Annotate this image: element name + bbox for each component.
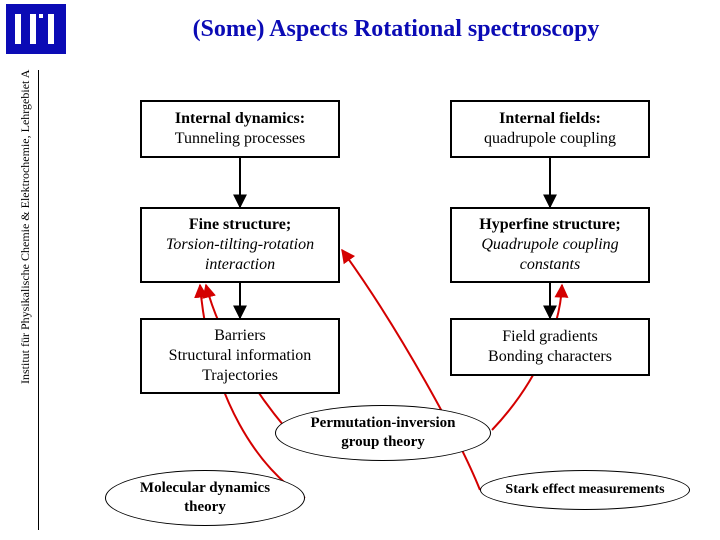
node-n6: Field gradientsBonding characters	[450, 318, 650, 376]
node-n7: Permutation-inversiongroup theory	[275, 405, 491, 461]
institute-logo	[0, 0, 72, 58]
node-line: Barriers	[214, 326, 266, 346]
page-title: (Some) Aspects Rotational spectroscopy	[72, 16, 720, 43]
node-line: interaction	[205, 255, 275, 275]
node-line: theory	[184, 498, 226, 517]
node-line: Tunneling processes	[175, 129, 306, 149]
node-n4: Hyperfine structure;Quadrupole couplingc…	[450, 207, 650, 283]
node-n2: Internal fields:quadrupole coupling	[450, 100, 650, 158]
node-line: Permutation-inversion	[311, 414, 456, 433]
node-n3: Fine structure;Torsion-tilting-rotationi…	[140, 207, 340, 283]
node-line: Internal dynamics:	[175, 109, 305, 129]
node-n9: Stark effect measurements	[480, 470, 690, 510]
node-line: Trajectories	[202, 366, 278, 386]
side-institute-label: Institut für Physikalische Chemie & Elek…	[18, 70, 33, 384]
node-line: Hyperfine structure;	[479, 215, 620, 235]
node-line: constants	[520, 255, 580, 275]
node-line: quadrupole coupling	[484, 129, 616, 149]
header-bar: (Some) Aspects Rotational spectroscopy	[0, 0, 720, 58]
node-line: Bonding characters	[488, 347, 612, 367]
node-line: Field gradients	[502, 327, 598, 347]
node-n8: Molecular dynamicstheory	[105, 470, 305, 526]
node-line: Torsion-tilting-rotation	[166, 235, 314, 255]
node-line: group theory	[341, 433, 424, 452]
side-divider	[38, 70, 39, 530]
node-line: Molecular dynamics	[140, 479, 270, 498]
node-n1: Internal dynamics:Tunneling processes	[140, 100, 340, 158]
node-line: Quadrupole coupling	[481, 235, 618, 255]
node-line: Fine structure;	[189, 215, 291, 235]
node-line: Structural information	[169, 346, 312, 366]
node-line: Internal fields:	[499, 109, 601, 129]
node-n5: BarriersStructural informationTrajectori…	[140, 318, 340, 394]
node-line: Stark effect measurements	[505, 481, 664, 499]
